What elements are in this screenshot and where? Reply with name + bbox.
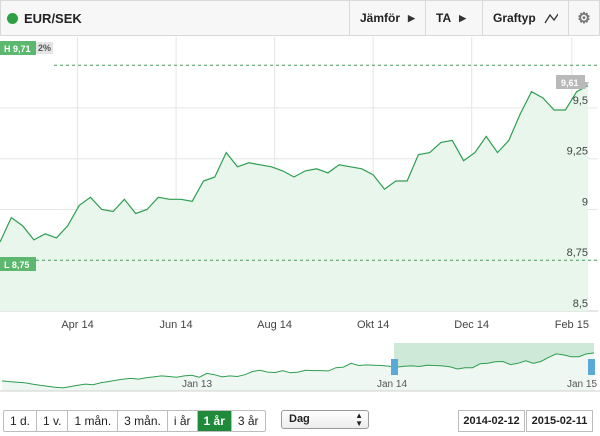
y-tick-label: 9,25 bbox=[567, 146, 588, 158]
navigator-x-ticks: Jan 13 Jan 14 Jan 15 bbox=[182, 379, 597, 390]
range-button[interactable]: i år bbox=[168, 411, 198, 431]
main-chart[interactable]: 9,5 9,25 9 8,75 8,5 Apr 14 Jun 14 Aug 14 Okt 14… bbox=[0, 37, 600, 337]
current-badge-bg bbox=[556, 75, 589, 89]
high-partial-bg bbox=[36, 42, 53, 54]
high-badge: H 9,71 2% bbox=[0, 41, 53, 55]
graph-type-label: Graftyp bbox=[493, 11, 536, 25]
y-tick-label: 8,75 bbox=[567, 247, 588, 259]
x-axis-ticks: Apr 14 Jun 14 Aug 14 Okt 14 Dec 14 Feb 15 bbox=[61, 319, 589, 331]
navigator-tick-label: Jan 13 bbox=[182, 379, 212, 390]
range-selector: 1 d. 1 v. 1 mån. 3 mån. i år 1 år 3 år bbox=[3, 410, 266, 432]
high-badge-bg bbox=[0, 41, 36, 55]
price-line bbox=[0, 85, 589, 243]
x-tick-label: Apr 14 bbox=[61, 319, 93, 331]
navigator-area bbox=[2, 353, 594, 391]
range-button[interactable]: 3 år bbox=[237, 414, 259, 428]
interval-select-value: Dag bbox=[289, 413, 310, 425]
current-label: 9,61 bbox=[561, 78, 579, 88]
ta-label: TA bbox=[436, 11, 452, 25]
range-button[interactable]: 1 d. bbox=[4, 411, 38, 431]
graph-type-button[interactable]: Graftyp bbox=[482, 1, 568, 35]
x-tick-label: Feb 15 bbox=[555, 319, 589, 331]
range-button[interactable]: 1 v. bbox=[37, 411, 69, 431]
ta-arrow-icon: ▶ bbox=[459, 12, 467, 23]
y-axis-ticks: 9,5 9,25 9 8,75 8,5 bbox=[567, 95, 588, 310]
navigator-tick-label: Jan 15 bbox=[567, 379, 597, 390]
x-tick-label: Jun 14 bbox=[160, 319, 193, 331]
instrument-title: EUR/SEK bbox=[24, 10, 82, 26]
reference-lines bbox=[36, 64, 598, 261]
chart-toolbar: EUR/SEK Jämför ▶ TA ▶ Graftyp ⚙ bbox=[0, 0, 600, 36]
price-area bbox=[0, 85, 588, 311]
navigator-line bbox=[1, 352, 595, 389]
y-tick-label: 8,5 bbox=[573, 298, 588, 310]
compare-button[interactable]: Jämför ▶ bbox=[349, 1, 425, 35]
instrument-title-area: EUR/SEK bbox=[1, 1, 349, 35]
compare-label: Jämför bbox=[360, 11, 401, 25]
low-badge-bg bbox=[0, 257, 36, 271]
x-tick-label: Aug 14 bbox=[257, 319, 292, 331]
current-badge: 9,61 bbox=[556, 75, 589, 89]
navigator-chart[interactable]: Jan 13 Jan 14 Jan 15 bbox=[0, 341, 600, 399]
date-from-field[interactable]: 2014-02-12 bbox=[458, 410, 525, 432]
y-tick-label: 9,5 bbox=[573, 95, 588, 107]
settings-button[interactable]: ⚙ bbox=[568, 1, 599, 35]
x-tick-label: Dec 14 bbox=[454, 319, 489, 331]
low-badge: L 8,75 bbox=[0, 257, 36, 271]
ta-button[interactable]: TA ▶ bbox=[425, 1, 482, 35]
navigator-left-handle[interactable] bbox=[391, 359, 398, 375]
range-button[interactable]: 3 mån. bbox=[118, 411, 168, 431]
interval-select[interactable]: Dag ▲ ▼ bbox=[281, 410, 369, 429]
gear-icon: ⚙ bbox=[577, 10, 591, 27]
low-label: L 8,75 bbox=[4, 260, 29, 270]
x-tick-label: Okt 14 bbox=[357, 319, 389, 331]
range-button[interactable]: 1 mån. bbox=[68, 411, 119, 431]
date-to-field[interactable]: 2015-02-11 bbox=[526, 410, 593, 432]
high-partial-label: 2% bbox=[38, 43, 51, 53]
select-arrows-icon: ▲ ▼ bbox=[355, 411, 363, 428]
range-button[interactable]: 1 år bbox=[197, 411, 232, 431]
high-label: H 9,71 bbox=[4, 44, 31, 54]
navigator-right-handle[interactable] bbox=[588, 359, 595, 375]
line-graph-icon bbox=[544, 12, 558, 24]
compare-arrow-icon: ▶ bbox=[408, 12, 415, 23]
navigator-tick-label: Jan 14 bbox=[377, 379, 407, 390]
status-dot-icon bbox=[7, 12, 18, 24]
y-tick-label: 9 bbox=[582, 196, 588, 208]
